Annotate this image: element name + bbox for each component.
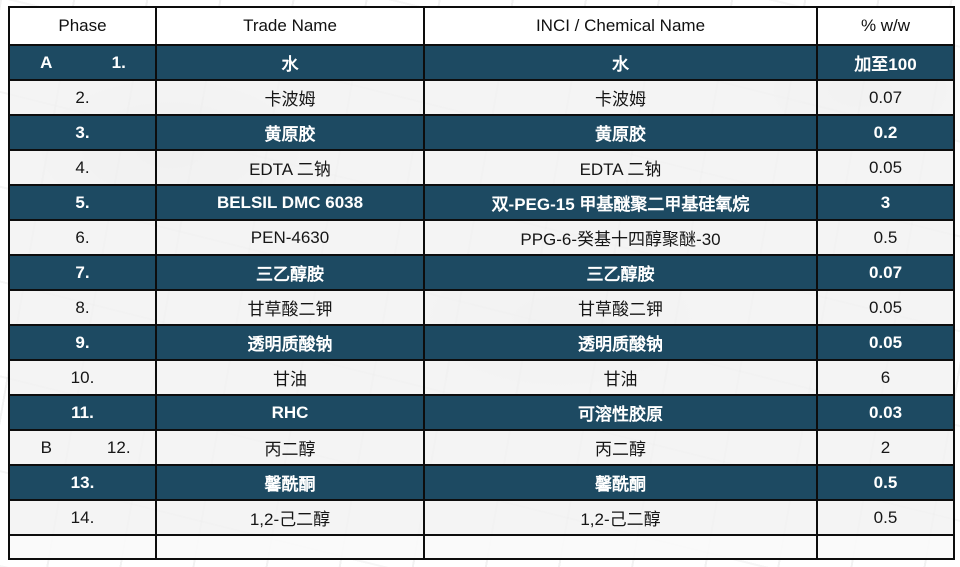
phase-letter: A: [40, 52, 53, 72]
percent-cell: 0.5: [816, 464, 955, 501]
inci-name-cell: 透明质酸钠: [423, 324, 818, 361]
inci-name-cell: 双-PEG-15 甲基醚聚二甲基硅氧烷: [423, 184, 818, 221]
trade-name-cell: 馨酰酮: [155, 464, 425, 501]
trade-name-cell: 三乙醇胺: [155, 254, 425, 291]
header-percent-ww: % w/w: [816, 6, 955, 46]
row-number: 10.: [70, 367, 95, 387]
inci-name-cell: [423, 534, 818, 560]
phase-cell: [8, 534, 157, 560]
table-row: 13. 馨酰酮 馨酰酮 0.5: [8, 464, 955, 501]
inci-name-cell: 三乙醇胺: [423, 254, 818, 291]
inci-name-cell: 馨酰酮: [423, 464, 818, 501]
table-row: 5. BELSIL DMC 6038 双-PEG-15 甲基醚聚二甲基硅氧烷 3: [8, 184, 955, 221]
phase-cell: 10.: [8, 359, 157, 396]
table-row: 9. 透明质酸钠 透明质酸钠 0.05: [8, 324, 955, 361]
row-number: 12.: [106, 437, 131, 457]
percent-cell: 0.07: [816, 79, 955, 116]
trade-name-cell: 1,2-己二醇: [155, 499, 425, 536]
trade-name-cell: BELSIL DMC 6038: [155, 184, 425, 221]
table-row: 14. 1,2-己二醇 1,2-己二醇 0.5: [8, 499, 955, 536]
row-number: 4.: [75, 157, 90, 177]
trade-name-cell: 甘草酸二钾: [155, 289, 425, 326]
row-number: 7.: [75, 262, 90, 282]
phase-letter: B: [40, 437, 52, 457]
inci-name-cell: EDTA 二钠: [423, 149, 818, 186]
trade-name-cell: 甘油: [155, 359, 425, 396]
header-inci-chemical-name: INCI / Chemical Name: [423, 6, 818, 46]
phase-cell: 8.: [8, 289, 157, 326]
header-trade-name: Trade Name: [155, 6, 425, 46]
header-row: Phase Trade Name INCI / Chemical Name % …: [8, 6, 955, 46]
table-row: 7. 三乙醇胺 三乙醇胺 0.07: [8, 254, 955, 291]
percent-cell: 6: [816, 359, 955, 396]
percent-cell: 3: [816, 184, 955, 221]
inci-name-cell: 1,2-己二醇: [423, 499, 818, 536]
phase-cell: 11.: [8, 394, 157, 431]
row-number: 2.: [75, 87, 90, 107]
row-number: 5.: [75, 192, 90, 212]
inci-name-cell: 黄原胶: [423, 114, 818, 151]
table-row: 11. RHC 可溶性胶原 0.03: [8, 394, 955, 431]
table-row: A 1. 水 水 加至100: [8, 44, 955, 81]
phase-cell: 5.: [8, 184, 157, 221]
trade-name-cell: 丙二醇: [155, 429, 425, 466]
phase-cell: 7.: [8, 254, 157, 291]
trade-name-cell: PEN-4630: [155, 219, 425, 256]
table-row: 2. 卡波姆 卡波姆 0.07: [8, 79, 955, 116]
inci-name-cell: PPG-6-癸基十四醇聚醚-30: [423, 219, 818, 256]
trade-name-cell: 透明质酸钠: [155, 324, 425, 361]
percent-cell: 0.03: [816, 394, 955, 431]
phase-cell: 2.: [8, 79, 157, 116]
formulation-table: Phase Trade Name INCI / Chemical Name % …: [8, 6, 955, 560]
phase-cell: 13.: [8, 464, 157, 501]
row-number: 14.: [70, 507, 95, 527]
percent-cell: 0.2: [816, 114, 955, 151]
percent-cell: 加至100: [816, 44, 955, 81]
row-number: 9.: [75, 332, 90, 352]
table-row: 6. PEN-4630 PPG-6-癸基十四醇聚醚-30 0.5: [8, 219, 955, 256]
trade-name-cell: EDTA 二钠: [155, 149, 425, 186]
phase-cell: 6.: [8, 219, 157, 256]
inci-name-cell: 可溶性胶原: [423, 394, 818, 431]
row-number: 11.: [71, 402, 94, 422]
row-number: 1.: [111, 52, 126, 72]
trade-name-cell: 黄原胶: [155, 114, 425, 151]
table-row: 10. 甘油 甘油 6: [8, 359, 955, 396]
row-number: 3.: [75, 122, 90, 142]
header-phase: Phase: [8, 6, 157, 46]
phase-cell: A 1.: [8, 44, 157, 81]
percent-cell: 0.05: [816, 289, 955, 326]
trade-name-cell: RHC: [155, 394, 425, 431]
percent-cell: 0.07: [816, 254, 955, 291]
percent-cell: 0.05: [816, 149, 955, 186]
inci-name-cell: 丙二醇: [423, 429, 818, 466]
trade-name-cell: 水: [155, 44, 425, 81]
percent-cell: 0.5: [816, 219, 955, 256]
phase-cell: 14.: [8, 499, 157, 536]
table-row: B 12. 丙二醇 丙二醇 2: [8, 429, 955, 466]
table-row: 4. EDTA 二钠 EDTA 二钠 0.05: [8, 149, 955, 186]
table-row: 8. 甘草酸二钾 甘草酸二钾 0.05: [8, 289, 955, 326]
table-header: Phase Trade Name INCI / Chemical Name % …: [8, 6, 955, 46]
percent-cell: 0.5: [816, 499, 955, 536]
table-row-clipped: [8, 534, 955, 560]
phase-cell: B 12.: [8, 429, 157, 466]
row-number: 13.: [70, 472, 95, 492]
phase-cell: 9.: [8, 324, 157, 361]
percent-cell: 2: [816, 429, 955, 466]
row-number: 6.: [75, 227, 90, 247]
trade-name-cell: [155, 534, 425, 560]
inci-name-cell: 水: [423, 44, 818, 81]
row-number: 8.: [75, 297, 90, 317]
inci-name-cell: 甘草酸二钾: [423, 289, 818, 326]
percent-cell: [816, 534, 955, 560]
table-row: 3. 黄原胶 黄原胶 0.2: [8, 114, 955, 151]
trade-name-cell: 卡波姆: [155, 79, 425, 116]
phase-cell: 4.: [8, 149, 157, 186]
inci-name-cell: 甘油: [423, 359, 818, 396]
percent-cell: 0.05: [816, 324, 955, 361]
inci-name-cell: 卡波姆: [423, 79, 818, 116]
phase-cell: 3.: [8, 114, 157, 151]
